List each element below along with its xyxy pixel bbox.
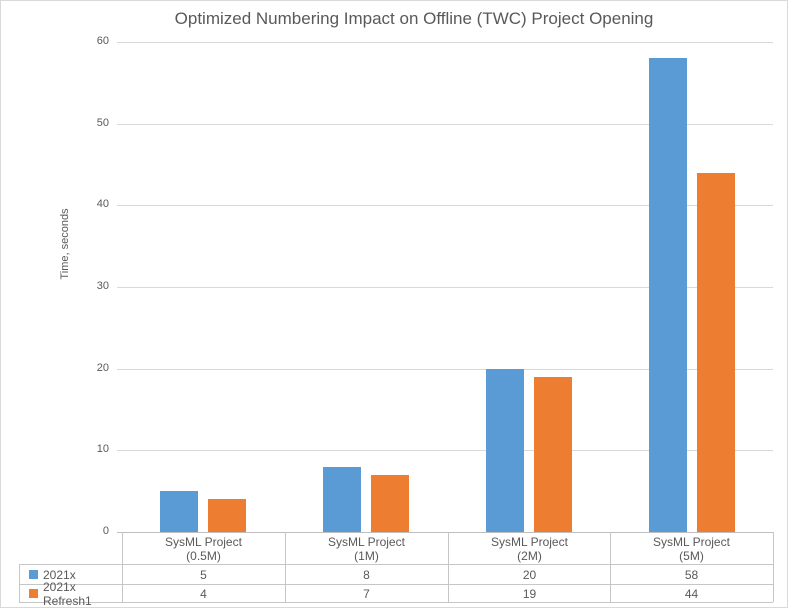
gridline-20 xyxy=(117,369,773,370)
legend-label: 2021x Refresh1 xyxy=(43,579,92,608)
table-vline-0 xyxy=(122,532,123,602)
category-label-line2: (2M) xyxy=(517,548,542,563)
table-vline-1 xyxy=(285,532,286,602)
bar-2021x-0-5m xyxy=(160,491,198,532)
value-2021x-refresh1-1m: 7 xyxy=(363,586,370,601)
legend-label: 2021x xyxy=(43,567,76,582)
y-tick-label-40: 40 xyxy=(96,198,109,210)
legend-swatch-2021x xyxy=(29,570,38,579)
category-header-5m: SysML Project (5M) xyxy=(610,533,773,564)
category-header-1m: SysML Project (1M) xyxy=(285,533,448,564)
y-axis-title: Time, seconds xyxy=(59,208,71,280)
table-vline-4 xyxy=(773,532,774,602)
legend-item-2021x: 2021x xyxy=(19,565,122,584)
x-axis-line xyxy=(117,532,773,533)
bar-2021x-refresh1-5m xyxy=(697,173,735,532)
category-header-2m: SysML Project (2M) xyxy=(448,533,611,564)
y-tick-label-10: 10 xyxy=(96,443,109,455)
y-tick-label-60: 60 xyxy=(96,35,109,47)
y-tick-label-50: 50 xyxy=(96,117,109,129)
table-hline-1 xyxy=(19,564,773,565)
bar-2021x-refresh1-1m xyxy=(371,475,409,532)
category-header-0-5m: SysML Project (0.5M) xyxy=(122,533,285,564)
category-label-line1: SysML Project xyxy=(328,534,405,549)
value-2021x-5m: 58 xyxy=(684,567,699,582)
table-vline-3 xyxy=(610,532,611,602)
legend-swatch-2021x-refresh1 xyxy=(29,589,38,598)
y-tick-label-20: 20 xyxy=(96,362,109,374)
category-label-line2: (0.5M) xyxy=(186,548,221,563)
value-2021x-refresh1-5m: 44 xyxy=(684,586,699,601)
chart-title: Optimized Numbering Impact on Offline (T… xyxy=(174,9,654,28)
gridline-10 xyxy=(117,450,773,451)
bar-2021x-refresh1-2m xyxy=(534,377,572,532)
legend-item-2021x-refresh1: 2021x Refresh1 xyxy=(19,580,122,607)
bar-2021x-1m xyxy=(323,467,361,532)
category-label-line2: (1M) xyxy=(354,548,379,563)
value-2021x-refresh1-0-5m: 4 xyxy=(200,586,207,601)
table-hline-3 xyxy=(19,602,773,603)
table-hline-2 xyxy=(19,584,773,585)
category-label-line1: SysML Project xyxy=(653,534,730,549)
value-2021x-0-5m: 5 xyxy=(200,567,207,582)
bar-2021x-5m xyxy=(649,58,687,532)
gridline-40 xyxy=(117,205,773,206)
gridline-60 xyxy=(117,42,773,43)
category-label-line1: SysML Project xyxy=(491,534,568,549)
y-tick-label-0: 0 xyxy=(102,525,109,537)
table-vline-legend-left xyxy=(19,564,20,602)
gridline-30 xyxy=(117,287,773,288)
category-label-line1: SysML Project xyxy=(165,534,242,549)
gridline-50 xyxy=(117,124,773,125)
value-2021x-1m: 8 xyxy=(363,567,370,582)
bar-2021x-refresh1-0-5m xyxy=(208,499,246,532)
value-2021x-2m: 20 xyxy=(522,567,537,582)
value-2021x-refresh1-2m: 19 xyxy=(522,586,537,601)
table-vline-2 xyxy=(448,532,449,602)
category-label-line2: (5M) xyxy=(679,548,704,563)
y-tick-label-30: 30 xyxy=(96,280,109,292)
bar-2021x-2m xyxy=(486,369,524,532)
